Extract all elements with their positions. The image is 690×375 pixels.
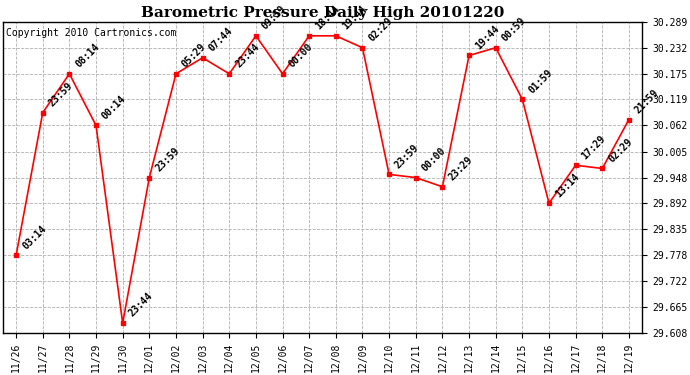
- Text: 18:44: 18:44: [313, 4, 341, 32]
- Text: Copyright 2010 Cartronics.com: Copyright 2010 Cartronics.com: [6, 28, 177, 38]
- Text: 02:29: 02:29: [366, 16, 395, 44]
- Text: 07:44: 07:44: [207, 26, 235, 54]
- Text: 23:59: 23:59: [393, 142, 421, 170]
- Text: 17:29: 17:29: [580, 133, 608, 161]
- Text: 05:29: 05:29: [180, 42, 208, 70]
- Text: 23:59: 23:59: [47, 81, 75, 108]
- Text: 08:14: 08:14: [74, 42, 101, 70]
- Text: 21:59: 21:59: [633, 87, 661, 116]
- Text: 00:59: 00:59: [500, 16, 528, 44]
- Text: 00:00: 00:00: [420, 146, 448, 174]
- Text: 23:29: 23:29: [446, 155, 475, 183]
- Text: 19:44: 19:44: [340, 4, 368, 32]
- Text: 19:44: 19:44: [473, 24, 501, 51]
- Text: 23:59: 23:59: [153, 146, 181, 174]
- Text: 23:44: 23:44: [127, 291, 155, 319]
- Text: 00:00: 00:00: [287, 42, 315, 70]
- Text: 03:14: 03:14: [20, 224, 48, 251]
- Text: 09:59: 09:59: [260, 4, 288, 32]
- Text: 23:44: 23:44: [233, 42, 262, 70]
- Text: 13:14: 13:14: [553, 171, 581, 199]
- Title: Barometric Pressure Daily High 20101220: Barometric Pressure Daily High 20101220: [141, 6, 504, 21]
- Text: 02:29: 02:29: [607, 136, 634, 164]
- Text: 01:59: 01:59: [526, 68, 554, 95]
- Text: 00:14: 00:14: [100, 93, 128, 121]
